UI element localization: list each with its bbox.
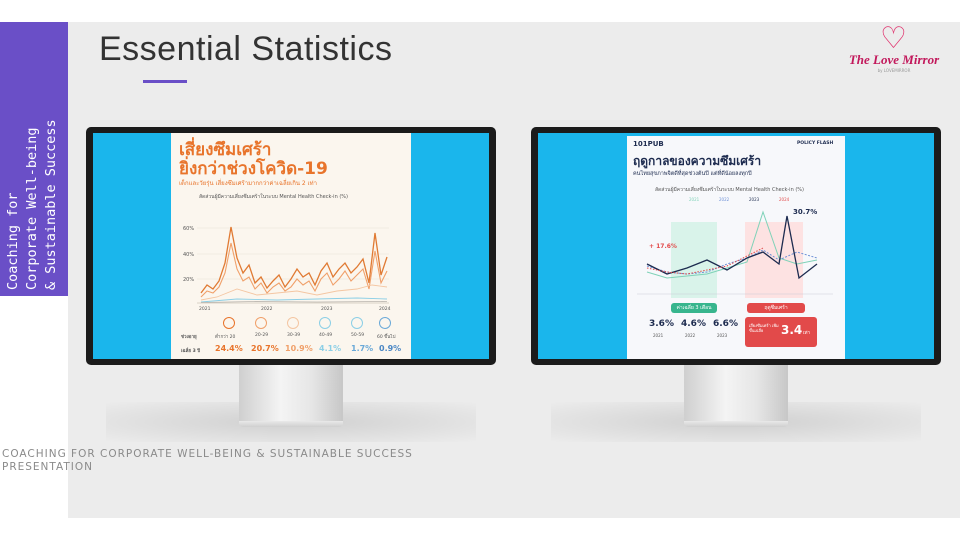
avg-value: 4.1%	[319, 344, 342, 353]
callout-text: เสี่ยงซึมเศร้า เพิ่มขึ้นเฉลี่ย	[749, 323, 779, 333]
legend-item: 2024	[779, 197, 790, 202]
person-icon	[319, 317, 331, 329]
monitor-left: เสี่ยงซึมเศร้า ยิ่งกว่าช่วงโควิด-19 เด็ก…	[86, 127, 496, 447]
stat-year: 2022	[685, 333, 696, 338]
age-label: ช่วงอายุ	[181, 335, 197, 340]
series-40-plus	[200, 297, 388, 303]
callout-unit: เท่า	[803, 331, 811, 336]
legend-item: 2023	[749, 197, 760, 202]
age-group: ต่ำกว่า 20	[215, 335, 236, 340]
monitor-right: 101PUB POLICY FLASH ฤดูกาลของความซึมเศร้…	[531, 127, 941, 447]
page-title: Essential Statistics	[99, 30, 393, 68]
callout-value: 3.4	[781, 323, 803, 337]
infographic-headline: ฤดูกาลของความซึมเศร้า	[633, 154, 762, 168]
x-tick: 2021	[199, 307, 211, 312]
footer-line: PRESENTATION	[2, 461, 94, 473]
monitor-foot	[684, 421, 788, 427]
peak-label: 30.7%	[793, 208, 818, 216]
stat-value: 3.6%	[649, 319, 674, 329]
infographic-headline: ยิ่งกว่าช่วงโควิด-19	[179, 159, 328, 179]
side-text-line: Coaching for	[5, 192, 21, 290]
infographic-left: เสี่ยงซึมเศร้า ยิ่งกว่าช่วงโควิด-19 เด็ก…	[171, 133, 411, 359]
footer-text: COACHING FOR CORPORATE WELL-BEING & SUST…	[2, 448, 413, 474]
avg-value: 0.9%	[379, 344, 402, 353]
infographic-subhead: เด็กและวัยรุ่น เสี่ยงซึมเศร้ามากกว่าค่าเ…	[179, 180, 317, 187]
side-white-block	[0, 296, 68, 540]
stat-year: 2021	[653, 333, 664, 338]
legend-item: 2021	[689, 197, 700, 202]
monitor-screen: เสี่ยงซึมเศร้า ยิ่งกว่าช่วงโควิด-19 เด็ก…	[93, 133, 489, 359]
person-icon	[379, 317, 391, 329]
y-tick: 60%	[183, 226, 195, 232]
avg-value: 10.9%	[285, 344, 313, 353]
side-text-line: & Sustainable Success	[43, 119, 59, 290]
side-text-line: Corporate Well-being	[24, 127, 40, 290]
series-30-39	[200, 284, 388, 301]
person-icon	[255, 317, 267, 329]
series-50-plus	[200, 301, 388, 303]
brand-logo: ♡ The Love Mirror by LOVEMIRROR	[838, 24, 950, 78]
age-group: 60 ขึ้นไป	[377, 335, 396, 340]
chip-depression-season: ฤดูซึมเศร้า	[747, 303, 805, 313]
stat-year: 2023	[717, 333, 728, 338]
x-tick: 2024	[379, 307, 391, 312]
x-tick: 2023	[321, 307, 333, 312]
line-chart	[197, 226, 389, 304]
chip-three-month: ค่าเฉลี่ย 3 เดือน	[671, 303, 717, 313]
stat-value: 4.6%	[681, 319, 706, 329]
infographic-right: 101PUB POLICY FLASH ฤดูกาลของความซึมเศร้…	[627, 136, 845, 359]
age-group: 20-29	[255, 333, 269, 338]
person-icon	[351, 317, 363, 329]
brand-label: 101PUB	[633, 140, 664, 148]
series-2023	[646, 215, 818, 280]
heart-icon: ♡	[880, 21, 907, 56]
infographic-subhead: คนไทยสุขภาพจิตดีที่สุดช่วงต้นปี แต่ที่ดี…	[633, 171, 752, 177]
legend-item: 2022	[719, 197, 730, 202]
series-2021	[646, 210, 818, 279]
x-tick: 2022	[261, 307, 273, 312]
age-group: 50-59	[351, 333, 365, 338]
y-tick: 20%	[183, 277, 195, 283]
age-group: 30-39	[287, 333, 301, 338]
monitor-screen: 101PUB POLICY FLASH ฤดูกาลของความซึมเศร้…	[538, 133, 934, 359]
callout-box: เสี่ยงซึมเศร้า เพิ่มขึ้นเฉลี่ย 3.4 เท่า	[745, 317, 817, 347]
series-under-20	[200, 226, 388, 294]
monitor-stand	[239, 363, 343, 423]
avg-label: เฉลี่ย 3 ปี	[181, 349, 201, 354]
chart-caption: สัดส่วนผู้มีความเสี่ยงซึมเศร้าในระบบ Men…	[655, 187, 804, 193]
series-2024	[646, 247, 764, 275]
line-chart	[637, 210, 833, 298]
avg-value: 20.7%	[251, 344, 279, 353]
infographic-headline: เสี่ยงซึมเศร้า	[179, 140, 272, 160]
person-icon	[287, 317, 299, 329]
avg-value: 24.4%	[215, 344, 243, 353]
series-20-29	[200, 242, 388, 298]
avg-value: 1.7%	[351, 344, 374, 353]
monitor-foot	[239, 421, 343, 427]
age-group: 40-49	[319, 333, 333, 338]
logo-subtext: by LOVEMIRROR	[877, 68, 911, 73]
logo-text: The Love Mirror	[848, 52, 940, 67]
monitor-stand	[684, 363, 788, 423]
side-band	[0, 22, 68, 296]
chart-caption: สัดส่วนผู้มีความเสี่ยงซึมเศร้าในระบบ Men…	[199, 194, 348, 200]
person-icon	[223, 317, 235, 329]
y-tick: 40%	[183, 252, 195, 258]
title-underline	[143, 80, 187, 83]
tag-label: POLICY FLASH	[797, 141, 834, 146]
footer-line: COACHING FOR CORPORATE WELL-BEING & SUST…	[2, 448, 413, 460]
low-label: + 17.6%	[649, 243, 677, 250]
side-text: Coaching for Corporate Well-being & Sust…	[4, 20, 61, 290]
stat-value: 6.6%	[713, 319, 738, 329]
